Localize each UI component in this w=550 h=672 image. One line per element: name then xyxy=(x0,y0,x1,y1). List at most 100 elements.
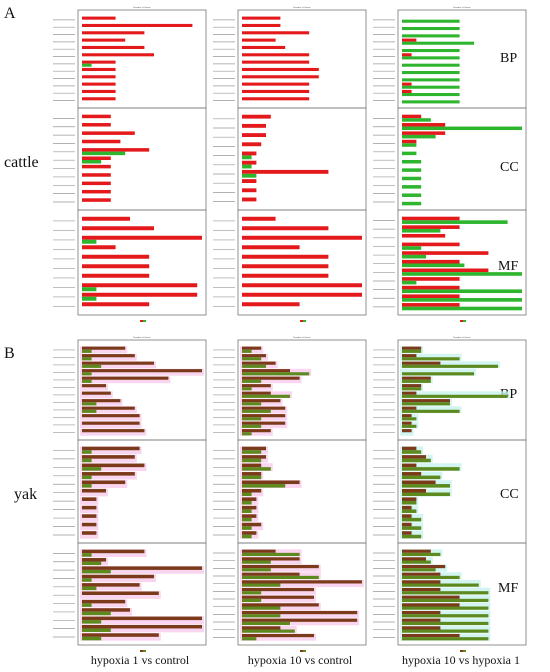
bar-up xyxy=(242,75,319,79)
bar-down xyxy=(242,484,286,488)
highlight-band xyxy=(80,480,128,488)
bar-up xyxy=(402,38,417,42)
bar-down xyxy=(82,402,97,406)
bar-up xyxy=(402,391,417,395)
bar-down xyxy=(402,379,431,383)
bar-up xyxy=(82,514,97,518)
highlight-band xyxy=(240,587,316,595)
bar-up xyxy=(242,23,281,27)
bar-up xyxy=(82,82,116,86)
facet-frame-mf xyxy=(77,542,207,646)
bar-up xyxy=(242,60,310,64)
bar-up xyxy=(242,89,310,93)
column-label-3: hypoxia 10 vs hypoxia 1 xyxy=(402,653,520,667)
bar-up xyxy=(242,245,300,250)
bar-up xyxy=(402,303,460,307)
axis-title: Number of Genes xyxy=(453,336,471,339)
row-label-cattle: cattle xyxy=(4,154,39,171)
category-label-yak-mf: MF xyxy=(498,581,518,596)
bar-up xyxy=(242,151,257,156)
bar-up xyxy=(402,89,412,93)
bar-up xyxy=(82,574,154,579)
bar-up xyxy=(242,302,300,307)
bar-up xyxy=(82,273,150,278)
bar-up xyxy=(402,572,441,576)
bar-up xyxy=(242,197,257,202)
bar-down xyxy=(402,372,474,376)
bar-down xyxy=(402,193,422,197)
bar-down xyxy=(402,49,460,53)
bar-up xyxy=(242,618,358,622)
bar-up xyxy=(402,361,441,365)
bar-up xyxy=(242,82,310,86)
bar-up xyxy=(82,591,159,595)
bar-up xyxy=(82,616,202,621)
bar-up xyxy=(242,633,314,638)
bar-down xyxy=(402,467,460,471)
bar-down xyxy=(402,100,460,104)
bar-down xyxy=(82,458,92,463)
bar-up xyxy=(242,97,310,101)
chart-panels: Number of Genes Number of Genes Number of … xyxy=(53,6,527,652)
bar-down xyxy=(242,637,257,641)
bar-down xyxy=(242,552,300,557)
bar-down xyxy=(82,239,97,244)
bar-down xyxy=(402,614,489,618)
bar-up xyxy=(402,497,417,501)
bar-down xyxy=(402,220,508,224)
bar-up xyxy=(402,399,450,403)
bar-up xyxy=(82,421,140,425)
bar-up xyxy=(82,361,154,365)
bar-up xyxy=(82,198,111,202)
bar-down xyxy=(402,93,460,97)
highlight-band xyxy=(80,463,147,472)
bar-up xyxy=(242,603,319,607)
bar-up xyxy=(82,45,145,49)
bar-down xyxy=(402,160,422,164)
bar-up xyxy=(402,480,436,485)
bar-up xyxy=(242,406,286,410)
bar-up xyxy=(402,82,412,86)
bar-up xyxy=(242,514,257,518)
bar-down xyxy=(402,534,422,539)
bar-up xyxy=(402,384,422,388)
bar-down xyxy=(82,475,92,480)
bar-down xyxy=(402,364,498,368)
bar-up xyxy=(242,421,286,425)
row-label-yak: yak xyxy=(14,486,37,503)
bar-up xyxy=(402,233,446,238)
bar-up xyxy=(242,572,300,576)
bar-up xyxy=(82,67,116,71)
bar-down xyxy=(242,458,262,463)
bar-down xyxy=(82,151,126,156)
bar-up xyxy=(82,97,116,101)
bar-up xyxy=(242,188,257,193)
bar-up xyxy=(82,131,135,135)
legend-swatch-down xyxy=(463,320,466,322)
bar-up xyxy=(402,139,417,144)
bar-up xyxy=(82,75,116,79)
highlight-band xyxy=(80,497,99,505)
bar-up xyxy=(402,268,489,273)
bar-up xyxy=(82,566,202,570)
facet-frame-mf xyxy=(397,209,527,316)
bar-down xyxy=(402,568,436,572)
bar-up xyxy=(82,156,111,160)
bar-down xyxy=(242,534,252,539)
axis-title: Number of Genes xyxy=(453,6,471,9)
bar-down xyxy=(402,637,489,641)
bar-down xyxy=(402,424,417,428)
bar-down xyxy=(402,526,422,530)
bar-up xyxy=(402,463,417,468)
bar-down xyxy=(402,254,426,259)
bar-up xyxy=(242,455,266,459)
legend-swatch-down xyxy=(463,650,466,652)
bar-down xyxy=(402,34,460,38)
bar-up xyxy=(402,429,412,433)
bar-down xyxy=(402,591,489,595)
legend-swatch-up xyxy=(460,320,463,322)
bar-down xyxy=(402,19,460,23)
bar-down xyxy=(242,467,271,471)
bar-up xyxy=(402,610,441,615)
bar-down xyxy=(82,160,102,164)
